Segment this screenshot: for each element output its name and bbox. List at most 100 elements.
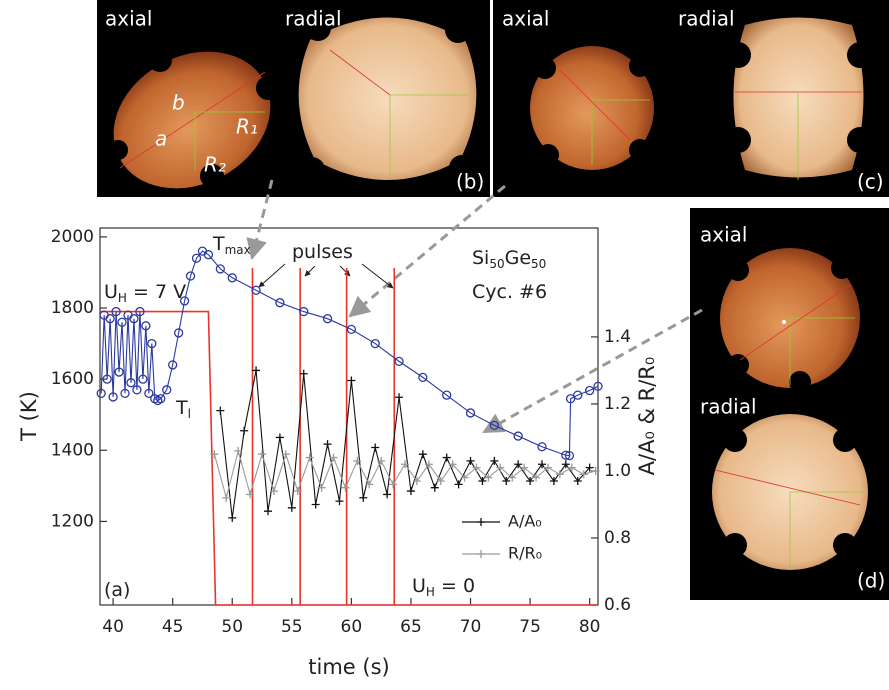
point: [322, 314, 333, 324]
point: [591, 466, 600, 475]
point: [526, 477, 535, 486]
annotation: Tl: [175, 397, 191, 421]
point: [454, 480, 463, 489]
point: [585, 463, 594, 472]
panel-b: axial radial (b) a b R₁ R₂: [97, 0, 490, 197]
point: [138, 374, 148, 384]
point: [147, 338, 157, 349]
point: [478, 477, 487, 486]
point: [275, 298, 285, 308]
point: [317, 483, 326, 492]
point: [538, 460, 547, 469]
y2-tick-label: 0.8: [604, 528, 631, 548]
symbol: b: [172, 91, 185, 115]
point: [537, 442, 547, 452]
panel-d: axial radial (d): [690, 208, 889, 600]
point: [465, 408, 476, 418]
y-axis-label: T (K): [17, 391, 41, 442]
x-tick-label: 70: [460, 617, 482, 637]
point: [496, 463, 505, 472]
point: [564, 450, 575, 461]
point: [120, 388, 130, 399]
legend-label: A/A₀: [508, 512, 542, 531]
point: [311, 500, 320, 509]
point: [228, 513, 237, 522]
x-tick-label: 40: [102, 617, 124, 637]
annotation-part: (a): [104, 579, 130, 601]
point: [111, 306, 121, 317]
point: [436, 477, 445, 486]
y2-tick-label: 0.6: [604, 595, 631, 615]
point: [502, 477, 511, 486]
point: [400, 460, 409, 469]
point: [129, 314, 139, 324]
point: [258, 450, 267, 459]
point: [135, 306, 145, 317]
point: [573, 477, 582, 486]
symbol: R₂: [204, 153, 226, 177]
point: [406, 487, 415, 496]
panel-label: axial: [105, 7, 152, 31]
point: [395, 393, 404, 402]
point: [513, 431, 523, 441]
point: [132, 385, 142, 395]
point: [565, 394, 576, 404]
point: [335, 497, 344, 506]
x-tick-label: 45: [162, 617, 184, 637]
point: [365, 480, 374, 489]
y-tick-label: 1200: [51, 511, 94, 531]
legend-marker: [477, 550, 485, 558]
point: [424, 460, 433, 469]
point: [117, 317, 127, 327]
annotation: (a): [104, 579, 130, 601]
annotation: Si50Ge50: [472, 247, 546, 271]
annotation-part: T: [175, 397, 188, 419]
point: [141, 321, 151, 331]
annotation-part: = 7 V: [127, 281, 186, 303]
point: [299, 369, 308, 378]
annotation: UH = 0: [412, 575, 475, 599]
x-tick-label: 75: [519, 617, 541, 637]
point: [418, 450, 427, 459]
x-tick-label: 80: [579, 617, 601, 637]
annotation: Cyc. #6: [472, 281, 547, 303]
panel-c: axial radial (c): [493, 0, 889, 197]
point: [370, 338, 380, 349]
point: [347, 376, 356, 385]
point: [412, 477, 421, 486]
point: [353, 456, 362, 465]
panel-tag: (c): [857, 170, 884, 194]
x-tick-label: 60: [341, 617, 363, 637]
point: [508, 473, 517, 482]
x-axis-label: time (s): [308, 655, 389, 679]
point: [269, 487, 278, 496]
annotation-part: 50: [489, 257, 504, 271]
x-tick-label: 50: [221, 617, 243, 637]
annotation-part: Cyc. #6: [472, 281, 547, 303]
annotation-part: Si: [472, 247, 489, 269]
point: [96, 388, 106, 399]
annotation-part: 50: [531, 257, 546, 271]
point: [246, 490, 255, 499]
point: [520, 463, 529, 472]
point: [593, 381, 603, 391]
annotation-part: U: [104, 281, 118, 303]
point: [389, 480, 398, 489]
y2-tick-label: 1.2: [604, 394, 631, 414]
y-tick-label: 1400: [51, 440, 94, 460]
point: [418, 372, 428, 383]
point: [466, 456, 475, 465]
pulse-arrows: [258, 263, 394, 289]
legend-marker: [477, 518, 485, 526]
point: [472, 463, 481, 472]
point: [126, 378, 136, 388]
point: [329, 453, 338, 462]
point: [460, 473, 469, 482]
panel-tag: (b): [456, 170, 484, 194]
point: [442, 390, 452, 400]
point: [108, 392, 118, 402]
panel-tag: (d): [857, 569, 885, 593]
point: [359, 493, 368, 502]
point: [114, 367, 124, 377]
